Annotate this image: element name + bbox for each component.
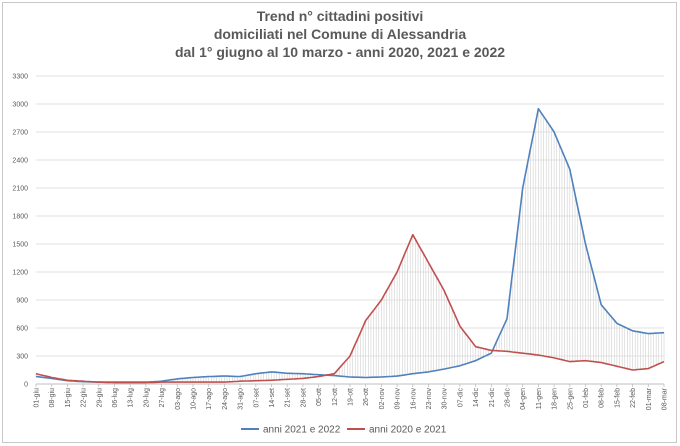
legend-label-0: anni 2021 e 2022 xyxy=(263,425,341,436)
x-tick-label: 10-ago xyxy=(191,388,198,410)
x-tick-label: 20-lug xyxy=(143,388,150,408)
x-tick-label: 27-lug xyxy=(159,388,166,408)
x-tick-label: 17-ago xyxy=(206,388,213,410)
y-tick-label: 3300 xyxy=(12,74,28,81)
x-tick-label: 01-giu xyxy=(34,388,41,408)
y-tick-label: 3000 xyxy=(12,102,28,109)
x-tick-label: 19-ott xyxy=(348,388,355,406)
y-tick-label: 1200 xyxy=(12,270,28,277)
x-tick-label: 05-ott xyxy=(316,388,323,406)
x-tick-label: 15-feb xyxy=(614,388,621,408)
y-tick-label: 1800 xyxy=(12,214,28,221)
x-tick-label: 03-ago xyxy=(175,388,182,410)
x-tick-label: 28-dic xyxy=(505,388,512,408)
x-tick-label: 22-giu xyxy=(81,388,88,408)
x-tick-label: 24-ago xyxy=(222,388,229,410)
y-tick-label: 2100 xyxy=(12,186,28,193)
y-tick-label: 600 xyxy=(16,326,28,333)
x-tick-label: 16-nov xyxy=(410,388,417,410)
y-tick-label: 300 xyxy=(16,354,28,361)
x-tick-label: 31-ago xyxy=(238,388,245,410)
x-tick-label: 07-dic xyxy=(457,388,464,408)
y-tick-label: 0 xyxy=(24,382,28,389)
y-tick-label: 2400 xyxy=(12,158,28,165)
x-tick-label: 12-ott xyxy=(332,388,339,406)
chart-title: Trend n° cittadini positivi domiciliati … xyxy=(0,7,680,61)
y-tick-label: 2700 xyxy=(12,130,28,137)
y-axis-tick-labels: 0 300 600 900 1200 1500 1800 2100 2400 2700 3000 33… xyxy=(12,74,28,389)
x-tick-label: 25-gen xyxy=(567,388,574,410)
y-tick-label: 1500 xyxy=(12,242,28,249)
x-tick-label: 01-feb xyxy=(583,388,590,408)
x-tick-label: 09-nov xyxy=(395,388,402,410)
x-tick-label: 30-nov xyxy=(442,388,449,410)
x-tick-label: 15-giu xyxy=(65,388,72,408)
x-tick-label: 08-giu xyxy=(49,388,56,408)
x-tick-label: 07-set xyxy=(253,388,260,408)
x-tick-label: 23-nov xyxy=(426,388,433,410)
range-hatching xyxy=(35,108,665,383)
x-tick-label: 02-nov xyxy=(379,388,386,410)
x-tick-label: 08-mar xyxy=(662,387,669,410)
x-tick-label: 04-gen xyxy=(520,388,527,410)
x-tick-label: 26-ott xyxy=(363,388,370,406)
chart-title-line-3: dal 1° giugno al 10 marzo - anni 2020, 2… xyxy=(174,44,506,60)
x-tick-label: 08-feb xyxy=(599,388,606,408)
x-tick-label: 21-set xyxy=(285,388,292,408)
y-tick-label: 900 xyxy=(16,298,28,305)
x-tick-label: 21-dic xyxy=(489,388,496,408)
x-tick-label: 18-gen xyxy=(552,388,559,410)
x-tick-label: 14-dic xyxy=(473,388,480,408)
x-tick-label: 06-lug xyxy=(112,388,119,408)
x-tick-label: 14-set xyxy=(269,388,276,408)
chart-title-line-1: Trend n° cittadini positivi xyxy=(256,8,424,24)
x-tick-label: 28-set xyxy=(300,388,307,408)
x-tick-label: 29-giu xyxy=(96,388,103,408)
x-tick-label: 13-lug xyxy=(128,388,135,408)
legend-label-1: anni 2020 e 2021 xyxy=(369,425,447,436)
x-tick-label: 22-feb xyxy=(630,388,637,408)
chart-title-line-2: domiciliati nel Comune di Alessandria xyxy=(213,26,467,42)
x-tick-label: 11-gen xyxy=(536,388,543,409)
x-tick-label: 01-mar xyxy=(646,387,653,410)
series-line-1 xyxy=(35,233,665,384)
series-lines xyxy=(35,107,665,384)
legend: anni 2021 e 2022 anni 2020 e 2021 xyxy=(241,425,447,436)
x-axis-tick-labels: 01-giu 08-giu 15-giu 22-giu 29-giu 06-lug 13-l… xyxy=(34,384,669,410)
